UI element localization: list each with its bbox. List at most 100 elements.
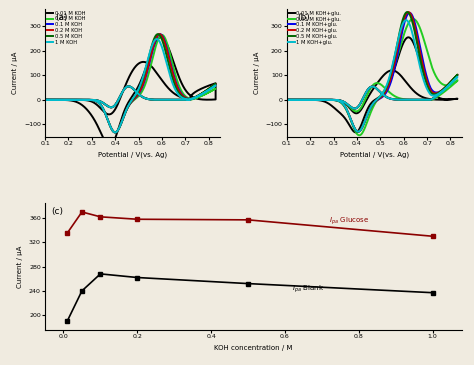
0.1 M KOH+glu. bbox=[407, 11, 412, 15]
Text: (c): (c) bbox=[51, 207, 64, 216]
0.5 M KOH+glu. bbox=[418, 97, 423, 102]
1 M KOH+glu. bbox=[284, 97, 290, 102]
0.2 M KOH+glu. bbox=[284, 97, 290, 102]
0.5 M KOH+glu. bbox=[331, 98, 337, 102]
Line: 0.05 M KOH+glu.: 0.05 M KOH+glu. bbox=[287, 19, 457, 135]
0.1 M KOH bbox=[157, 32, 163, 36]
0.2 M KOH+glu. bbox=[405, 10, 411, 14]
0.5 M KOH bbox=[112, 130, 118, 135]
0.2 M KOH+glu. bbox=[305, 97, 310, 102]
0.1 M KOH bbox=[112, 130, 118, 135]
1 M KOH bbox=[42, 97, 48, 102]
0.01 M KOH+glu. bbox=[366, 94, 372, 99]
0.1 M KOH bbox=[89, 98, 94, 102]
1 M KOH+glu. bbox=[356, 130, 361, 134]
Line: 0.2 M KOH: 0.2 M KOH bbox=[45, 34, 216, 132]
0.2 M KOH+glu. bbox=[356, 130, 361, 134]
0.2 M KOH+glu. bbox=[284, 97, 290, 102]
0.2 M KOH bbox=[175, 97, 181, 102]
0.05 M KOH+glu. bbox=[366, 90, 372, 95]
0.2 M KOH bbox=[157, 32, 163, 36]
0.05 M KOH+glu. bbox=[305, 97, 310, 102]
0.1 M KOH bbox=[165, 97, 171, 102]
0.05 M KOH bbox=[165, 97, 171, 102]
0.01 M KOH+glu. bbox=[353, 130, 358, 135]
1 M KOH+glu. bbox=[331, 98, 337, 102]
1 M KOH bbox=[165, 97, 171, 102]
0.2 M KOH bbox=[42, 97, 48, 102]
0.2 M KOH bbox=[124, 85, 129, 89]
0.05 M KOH+glu. bbox=[331, 98, 337, 102]
0.01 M KOH bbox=[175, 94, 181, 98]
0.01 M KOH bbox=[158, 35, 164, 39]
0.01 M KOH+glu. bbox=[331, 98, 337, 102]
0.1 M KOH+glu. bbox=[418, 97, 423, 102]
0.1 M KOH bbox=[184, 97, 190, 102]
0.05 M KOH bbox=[159, 33, 164, 37]
1 M KOH+glu. bbox=[427, 97, 432, 102]
0.1 M KOH bbox=[63, 97, 69, 102]
0.5 M KOH bbox=[42, 97, 48, 102]
0.1 M KOH+glu. bbox=[284, 97, 290, 102]
Line: 0.2 M KOH+glu.: 0.2 M KOH+glu. bbox=[287, 12, 457, 132]
0.2 M KOH+glu. bbox=[427, 97, 432, 102]
Y-axis label: Current / μA: Current / μA bbox=[12, 52, 18, 94]
1 M KOH+glu. bbox=[403, 18, 409, 22]
0.1 M KOH bbox=[175, 97, 181, 102]
0.05 M KOH bbox=[175, 97, 181, 102]
Line: 0.05 M KOH: 0.05 M KOH bbox=[45, 35, 216, 132]
1 M KOH+glu. bbox=[305, 97, 310, 102]
0.05 M KOH bbox=[112, 130, 118, 135]
0.01 M KOH+glu. bbox=[418, 94, 423, 98]
0.1 M KOH bbox=[42, 97, 48, 102]
0.01 M KOH bbox=[165, 86, 171, 90]
0.1 M KOH bbox=[42, 97, 48, 102]
Y-axis label: Current / μA: Current / μA bbox=[18, 245, 23, 288]
0.01 M KOH bbox=[184, 97, 190, 101]
0.01 M KOH bbox=[63, 98, 69, 102]
0.05 M KOH bbox=[184, 97, 190, 102]
Text: $\it{I}$$_{pa}$ Blank: $\it{I}$$_{pa}$ Blank bbox=[292, 284, 325, 295]
0.01 M KOH+glu. bbox=[284, 97, 290, 102]
0.01 M KOH+glu. bbox=[284, 97, 290, 102]
0.5 M KOH+glu. bbox=[284, 97, 290, 102]
0.1 M KOH+glu. bbox=[356, 130, 361, 134]
1 M KOH bbox=[154, 37, 159, 41]
0.5 M KOH bbox=[89, 98, 94, 102]
0.2 M KOH+glu. bbox=[407, 97, 413, 102]
0.01 M KOH bbox=[42, 97, 48, 102]
Line: 0.5 M KOH: 0.5 M KOH bbox=[45, 34, 216, 132]
0.05 M KOH+glu. bbox=[356, 133, 362, 138]
0.5 M KOH bbox=[155, 32, 161, 36]
Line: 1 M KOH: 1 M KOH bbox=[45, 39, 216, 132]
0.1 M KOH+glu. bbox=[366, 87, 372, 91]
0.5 M KOH+glu. bbox=[427, 97, 432, 102]
0.1 M KOH+glu. bbox=[427, 97, 432, 102]
1 M KOH bbox=[63, 97, 69, 102]
Legend: 0.01 M KOH+glu., 0.05 M KOH+glu., 0.1 M KOH+glu., 0.2 M KOH+glu., 0.5 M KOH+glu.: 0.01 M KOH+glu., 0.05 M KOH+glu., 0.1 M … bbox=[289, 11, 341, 45]
0.2 M KOH+glu. bbox=[418, 97, 423, 102]
1 M KOH bbox=[112, 130, 118, 135]
Line: 0.1 M KOH+glu.: 0.1 M KOH+glu. bbox=[287, 13, 457, 132]
0.2 M KOH bbox=[184, 97, 190, 102]
0.5 M KOH+glu. bbox=[404, 10, 410, 14]
0.05 M KOH bbox=[42, 97, 48, 102]
0.5 M KOH bbox=[165, 97, 171, 102]
0.5 M KOH bbox=[184, 97, 190, 102]
0.01 M KOH bbox=[124, 80, 129, 85]
0.01 M KOH bbox=[42, 97, 48, 102]
1 M KOH+glu. bbox=[407, 97, 413, 102]
0.05 M KOH bbox=[124, 85, 129, 89]
0.2 M KOH bbox=[165, 97, 171, 102]
Y-axis label: Current / μA: Current / μA bbox=[254, 52, 260, 94]
0.1 M KOH+glu. bbox=[331, 98, 337, 102]
0.05 M KOH+glu. bbox=[284, 97, 290, 102]
0.5 M KOH bbox=[124, 85, 129, 89]
1 M KOH+glu. bbox=[418, 97, 423, 102]
0.01 M KOH+glu. bbox=[305, 98, 310, 102]
0.01 M KOH+glu. bbox=[427, 97, 432, 101]
1 M KOH bbox=[184, 97, 190, 102]
Text: (b): (b) bbox=[297, 13, 310, 22]
0.5 M KOH+glu. bbox=[305, 97, 310, 102]
X-axis label: Potential / V(vs. Ag): Potential / V(vs. Ag) bbox=[98, 151, 167, 158]
